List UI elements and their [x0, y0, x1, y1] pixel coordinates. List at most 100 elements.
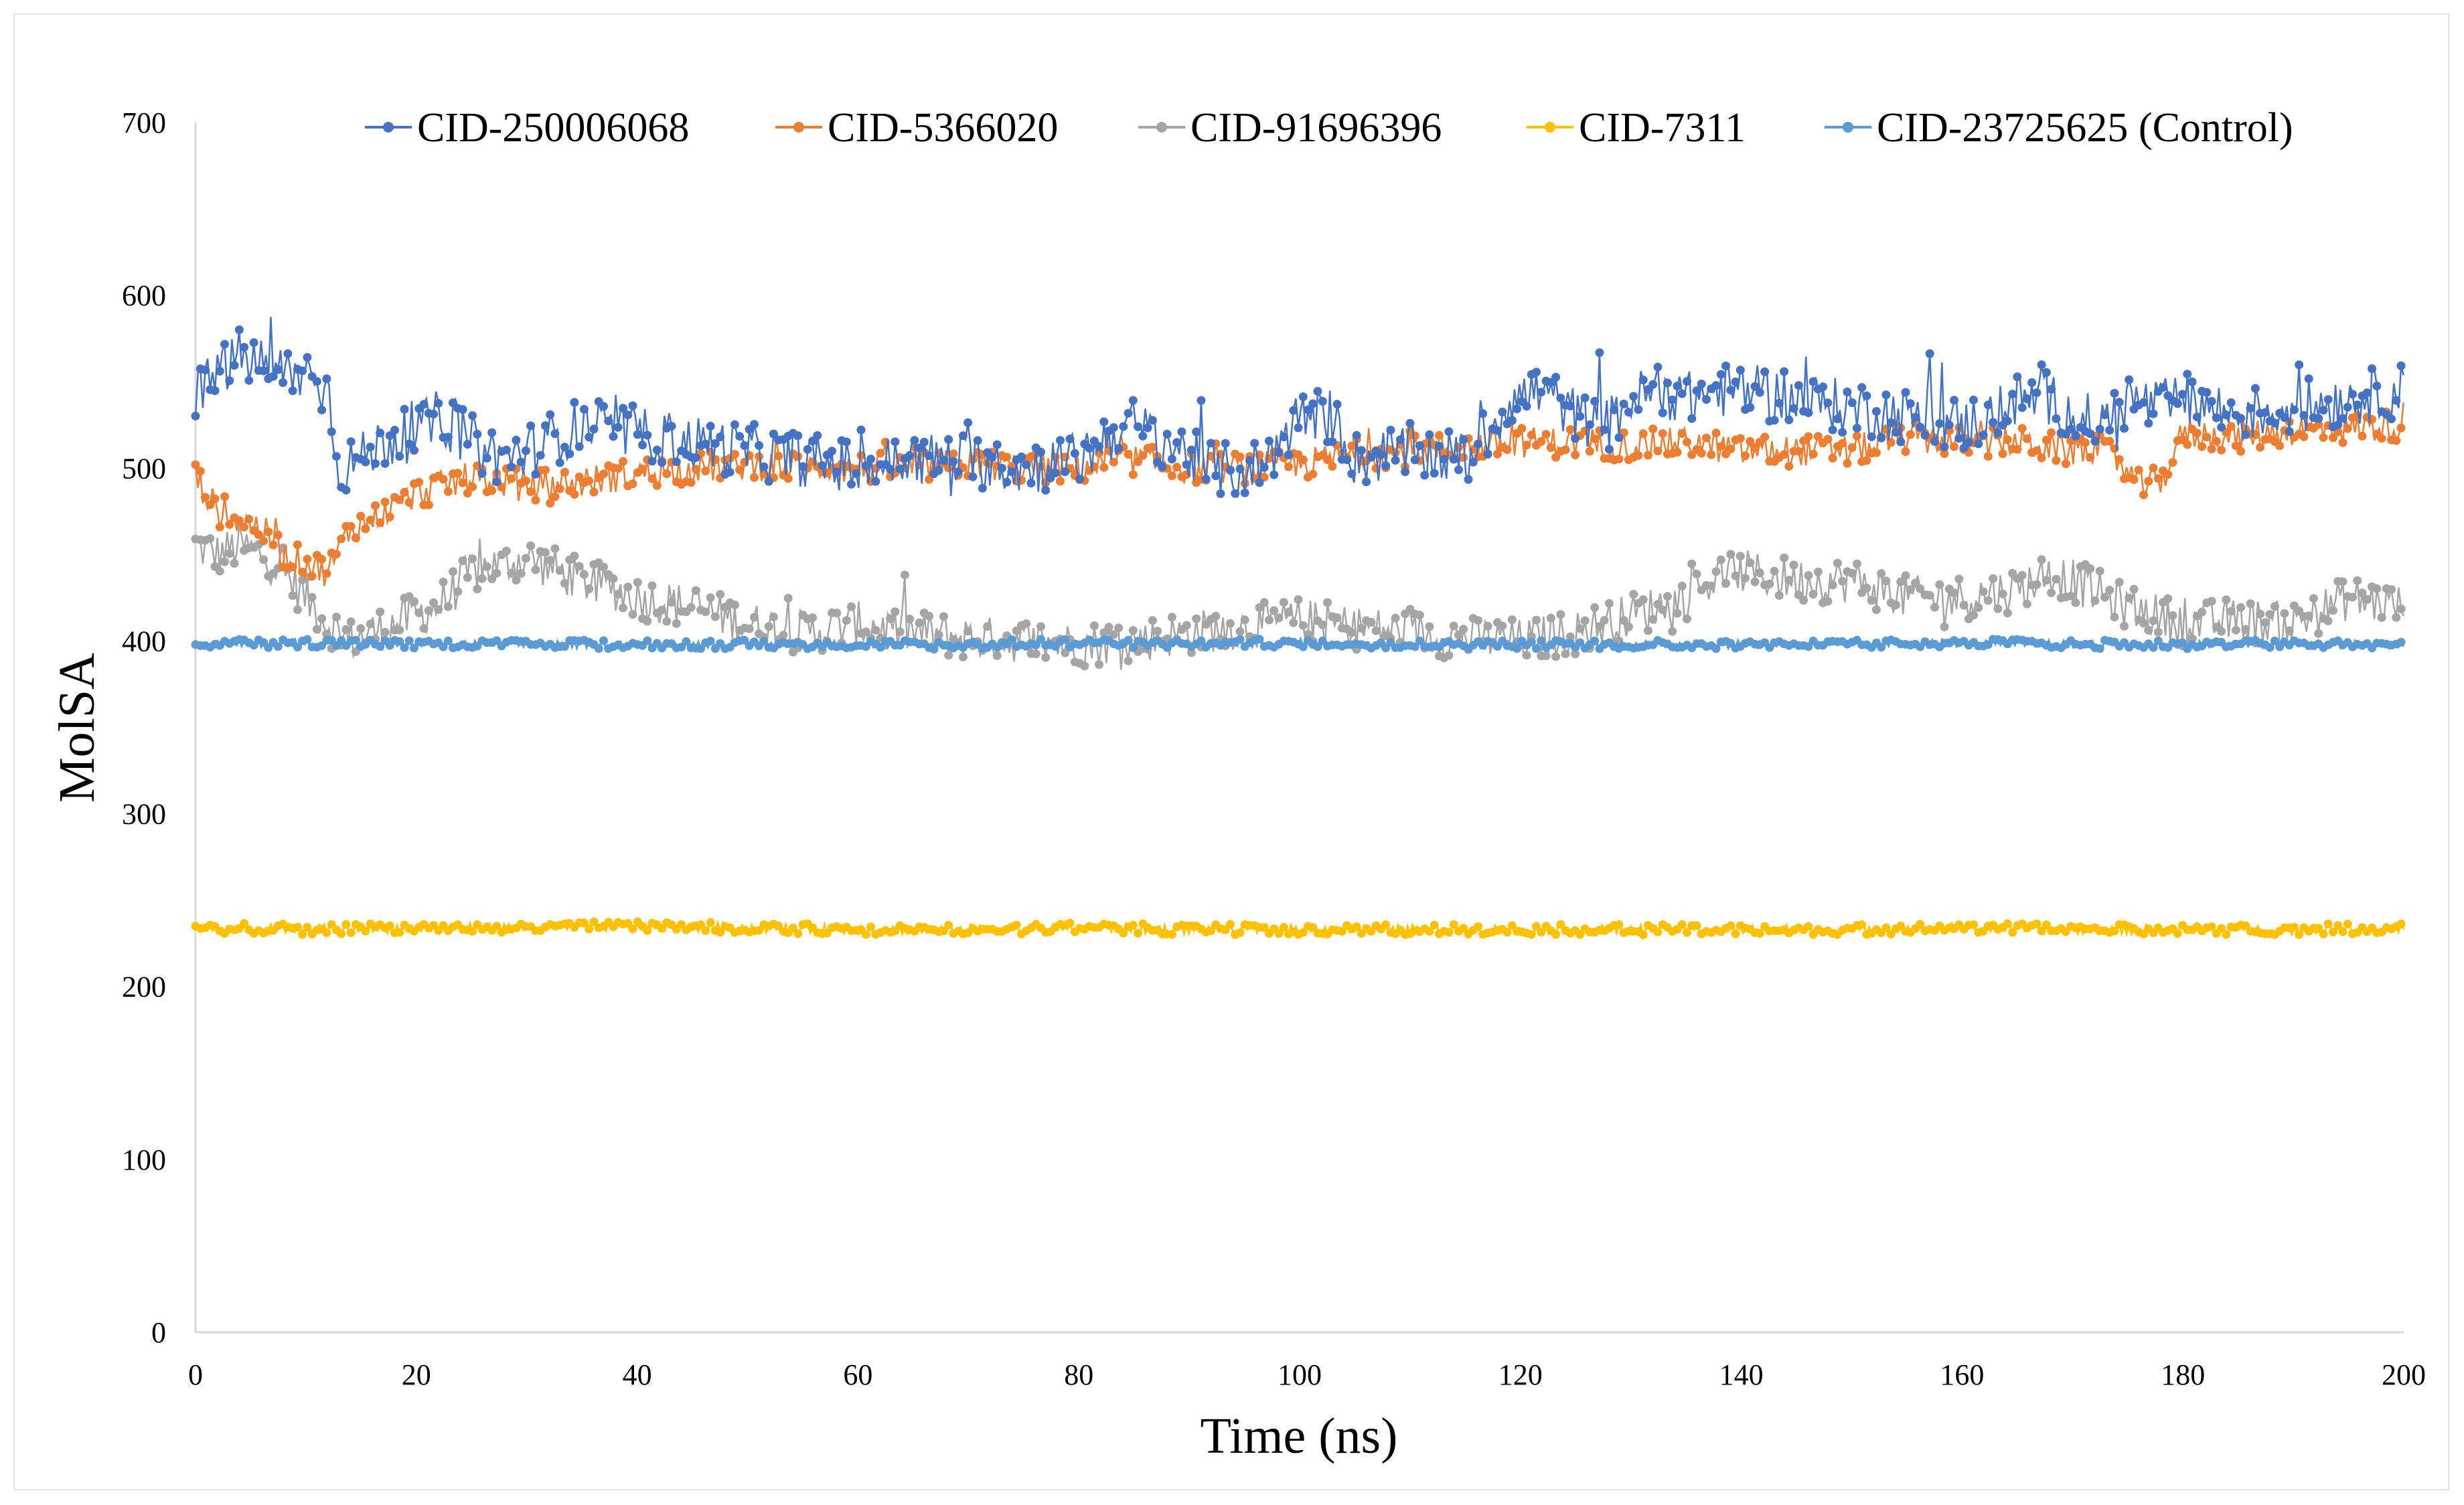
- data-point: [1459, 625, 1468, 634]
- data-point: [1726, 921, 1736, 931]
- data-point: [331, 613, 341, 622]
- data-point: [473, 430, 482, 439]
- data-point: [1197, 396, 1206, 405]
- data-point: [2358, 588, 2367, 598]
- data-point: [1036, 462, 1045, 471]
- data-point: [992, 651, 1002, 660]
- data-point: [1634, 405, 1643, 414]
- data-point: [2207, 397, 2216, 406]
- data-point: [2042, 576, 2051, 585]
- data-point: [1182, 621, 1191, 630]
- data-point: [1493, 449, 1502, 459]
- data-point: [2139, 490, 2148, 499]
- data-point: [1259, 923, 1269, 932]
- data-point: [1265, 615, 1274, 625]
- data-point: [395, 625, 404, 635]
- data-point: [2144, 418, 2153, 428]
- data-point: [2042, 435, 2051, 445]
- data-point: [1551, 372, 1561, 382]
- data-point: [1871, 605, 1881, 615]
- data-point: [1259, 463, 1269, 472]
- data-point: [468, 927, 477, 936]
- data-point: [1065, 919, 1075, 928]
- data-point: [628, 479, 637, 489]
- data-point: [298, 366, 307, 376]
- data-point: [2285, 626, 2294, 635]
- data-point: [1080, 661, 1089, 671]
- data-point: [1959, 601, 1969, 610]
- data-point: [317, 405, 327, 414]
- data-point: [2372, 584, 2382, 593]
- data-point: [220, 339, 229, 349]
- data-point: [1367, 453, 1376, 462]
- data-point: [531, 469, 540, 479]
- data-point: [764, 622, 773, 631]
- y-tick-label: 200: [122, 971, 166, 1004]
- data-point: [443, 487, 453, 496]
- data-point: [1896, 577, 1906, 586]
- data-point: [934, 466, 943, 475]
- data-point: [1225, 619, 1235, 628]
- data-point: [749, 420, 759, 429]
- data-point: [1192, 614, 1201, 623]
- y-tick-label: 600: [122, 279, 166, 312]
- data-point: [225, 376, 234, 385]
- data-point: [1585, 447, 1594, 456]
- data-point: [570, 551, 579, 560]
- data-point: [307, 592, 317, 602]
- data-point: [240, 919, 249, 928]
- data-point: [1289, 406, 1298, 415]
- data-point: [1061, 648, 1070, 657]
- data-point: [1590, 636, 1600, 645]
- data-point: [2207, 922, 2216, 931]
- data-point: [1857, 920, 1867, 929]
- data-point: [1517, 424, 1527, 433]
- data-point: [288, 386, 297, 396]
- data-point: [293, 540, 302, 550]
- data-point: [1556, 920, 1565, 929]
- data-point: [2226, 398, 2236, 407]
- y-tick-labels: 0 100 200 300 400 500 600 700: [122, 106, 166, 1349]
- data-point: [788, 923, 797, 933]
- data-point: [414, 608, 424, 617]
- data-point: [1395, 435, 1405, 445]
- data-point: [1367, 617, 1376, 627]
- data-point: [361, 927, 370, 936]
- data-point: [2329, 433, 2337, 443]
- data-point: [2086, 429, 2095, 439]
- data-point: [2013, 372, 2022, 382]
- axes: [194, 123, 2404, 1334]
- data-point: [2212, 413, 2221, 422]
- data-point: [964, 418, 973, 427]
- data-point: [1663, 378, 1672, 388]
- data-point: [2183, 440, 2192, 449]
- data-point: [1313, 387, 1322, 396]
- data-point: [1391, 613, 1400, 623]
- data-point: [1070, 449, 1079, 458]
- data-point: [1036, 622, 1045, 631]
- data-point: [619, 404, 627, 413]
- data-point: [2003, 919, 2012, 929]
- data-point: [1109, 630, 1118, 639]
- data-point: [1954, 574, 1964, 584]
- data-point: [2110, 927, 2119, 936]
- data-point: [259, 536, 268, 546]
- data-point: [2090, 437, 2100, 446]
- legend-label: CID-23725625 (Control): [1877, 105, 2293, 151]
- data-point: [1313, 642, 1322, 651]
- data-point: [1658, 605, 1667, 615]
- data-point: [288, 562, 297, 572]
- legend-label: CID-250006068: [417, 105, 689, 151]
- data-point: [769, 613, 778, 621]
- data-point: [1235, 464, 1245, 473]
- y-tick-label: 400: [122, 625, 166, 657]
- data-point: [570, 398, 579, 407]
- data-point: [2338, 438, 2347, 447]
- data-point: [380, 459, 390, 468]
- data-point: [730, 601, 739, 609]
- data-point: [1440, 455, 1449, 464]
- data-point: [570, 490, 579, 499]
- data-point: [958, 431, 968, 441]
- data-point: [2129, 584, 2139, 594]
- data-point: [1211, 471, 1221, 481]
